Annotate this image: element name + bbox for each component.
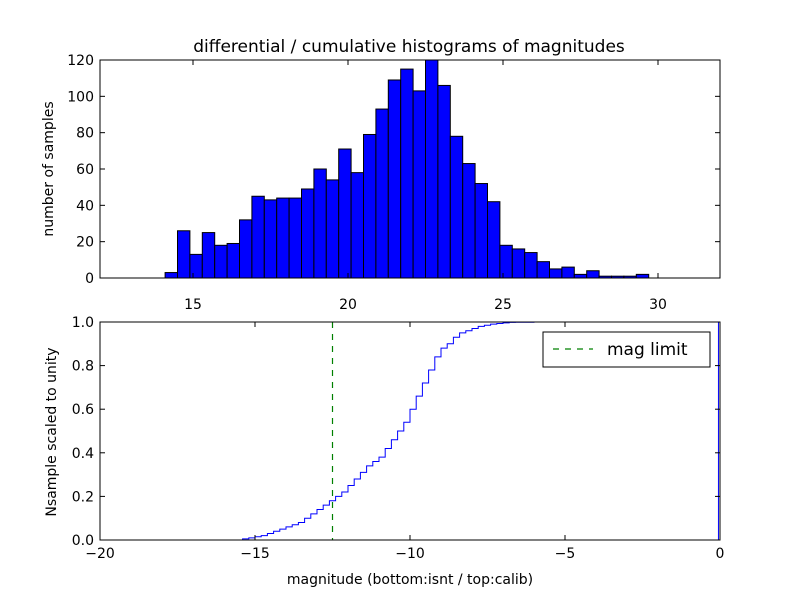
histogram-bar <box>586 270 600 279</box>
histogram-bar <box>387 79 402 279</box>
histogram-bar <box>449 135 464 279</box>
histogram-bar <box>400 68 414 279</box>
histogram-bar <box>214 244 228 279</box>
cumulative-lines <box>100 321 719 541</box>
cumulative-x-axis-label: magnitude (bottom:isnt / top:calib) <box>287 572 533 588</box>
cumulative-x-tick-label: −20 <box>85 546 115 562</box>
histogram-bar <box>536 261 550 279</box>
histogram-bar <box>462 163 476 279</box>
histogram-bar <box>350 172 365 279</box>
cumulative-x-tick-label: 0 <box>716 546 725 562</box>
histogram-bar <box>561 266 575 279</box>
histogram-y-tick-label: 80 <box>76 126 94 142</box>
histogram-bar <box>239 219 253 279</box>
cumulative-x-tick-label: −10 <box>395 546 425 562</box>
cumulative-y-tick-label: 0.8 <box>72 359 94 375</box>
histogram-y-tick-label: 120 <box>67 53 94 69</box>
cumulative-y-tick-label: 0.4 <box>72 446 94 462</box>
histogram-bar <box>288 197 303 279</box>
histogram-bar <box>164 272 179 279</box>
histogram-bar <box>425 59 439 279</box>
histogram-bar <box>301 188 315 279</box>
histogram-y-tick-label: 0 <box>85 271 94 287</box>
histogram-bar <box>549 268 563 279</box>
histogram-bar <box>313 168 327 279</box>
histogram-y-tick-label: 100 <box>67 89 94 105</box>
histogram-bar <box>375 108 389 279</box>
histogram-y-tick-label: 40 <box>76 198 94 214</box>
histogram-bar <box>524 252 538 279</box>
cumulative-y-tick-label: 1.0 <box>72 315 94 331</box>
histogram-bar <box>177 230 191 279</box>
histogram-bar <box>499 244 513 279</box>
histogram-bar <box>338 148 352 279</box>
cumulative-y-tick-label: 0.0 <box>72 533 94 549</box>
cumulative-panel: Nsample scaled to unity magnitude (botto… <box>44 315 724 588</box>
histogram-y-tick-label: 20 <box>76 235 94 251</box>
chart-title: differential / cumulative histograms of … <box>193 37 625 57</box>
histogram-bar <box>573 273 588 279</box>
histogram-bar <box>487 201 501 279</box>
legend: mag limit <box>542 331 711 368</box>
histogram-bars <box>164 59 650 279</box>
histogram-x-tick-label: 30 <box>649 297 667 313</box>
histogram-axes-frame <box>99 59 721 279</box>
cumulative-y-tick-label: 0.6 <box>72 402 94 418</box>
histogram-bar <box>201 232 216 279</box>
histogram-bar <box>189 253 203 279</box>
cumulative-y-tick-label: 0.2 <box>72 489 94 505</box>
histogram-x-tick-label: 15 <box>184 297 202 313</box>
histogram-x-tick-label: 25 <box>494 297 512 313</box>
cumulative-step-line <box>100 321 719 541</box>
histogram-bar <box>263 199 278 279</box>
histogram-ticks: 15 20 25 30 0 20 40 60 80 100 120 <box>67 53 720 313</box>
cumulative-y-axis-label: Nsample scaled to unity <box>44 347 60 516</box>
histogram-bar <box>511 248 526 279</box>
histogram-bar <box>325 179 340 279</box>
histogram-bar <box>412 90 427 279</box>
cumulative-x-tick-label: −15 <box>240 546 270 562</box>
cumulative-ticks: −20 −15 −10 −5 0 0.0 0.2 0.4 0.6 0.8 1.0 <box>72 315 725 562</box>
histogram-bar <box>437 84 451 279</box>
histogram-bar <box>251 195 265 279</box>
histogram-bar <box>363 133 377 279</box>
histogram-panel: differential / cumulative histograms of … <box>41 37 721 313</box>
histogram-bar <box>276 197 290 279</box>
cumulative-x-tick-label: −5 <box>555 546 576 562</box>
histogram-bar <box>635 273 650 279</box>
cumulative-axes-frame <box>99 321 721 541</box>
legend-mag-limit-label: mag limit <box>607 340 688 360</box>
histogram-y-axis-label: number of samples <box>41 101 57 236</box>
histogram-x-tick-label: 20 <box>339 297 357 313</box>
histogram-y-tick-label: 60 <box>76 162 94 178</box>
histogram-bar <box>474 183 489 279</box>
histogram-bar <box>226 242 241 279</box>
